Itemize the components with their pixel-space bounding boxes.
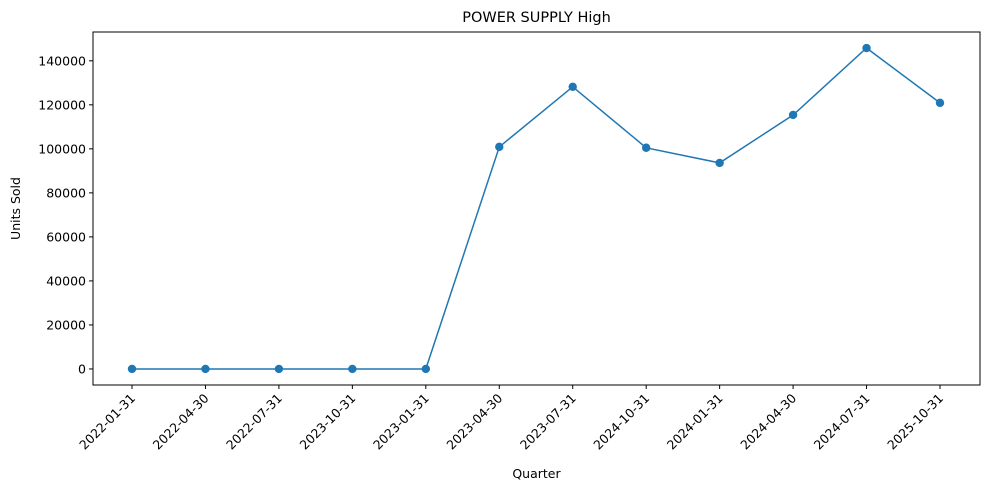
y-axis-ticks: 0 20000 40000 60000 80000 100000 120000 140000 (38, 53, 93, 376)
data-point (715, 158, 724, 168)
x-tick-label: 2022-01-31 (76, 391, 138, 453)
y-tick-label: 120000 (38, 97, 86, 112)
plot-area (93, 32, 980, 385)
x-axis-ticks: 2022-01-31 2022-04-30 2022-07-31 2023-10-31… (76, 385, 946, 452)
x-tick-label: 2023-10-31 (297, 391, 359, 453)
y-tick-label: 20000 (46, 317, 86, 332)
x-tick-label: 2024-10-31 (590, 391, 652, 453)
data-point (862, 43, 871, 53)
x-tick-label: 2024-01-31 (664, 391, 726, 453)
x-axis-label: Quarter (512, 466, 561, 481)
x-tick-label: 2023-01-31 (370, 391, 432, 453)
data-point (641, 143, 651, 152)
x-tick-label: 2023-04-30 (443, 390, 505, 452)
y-tick-label: 60000 (46, 229, 86, 244)
y-tick-label: 100000 (38, 141, 86, 156)
y-tick-label: 0 (78, 361, 86, 376)
y-tick-label: 40000 (46, 273, 86, 288)
series-points (127, 43, 945, 374)
x-tick-label: 2024-07-31 (811, 391, 873, 453)
data-point (201, 364, 210, 374)
x-tick-label: 2023-07-31 (517, 391, 579, 453)
data-point (421, 364, 431, 374)
x-tick-label: 2022-07-31 (223, 391, 285, 453)
series-line (132, 47, 941, 370)
data-point (274, 364, 284, 374)
data-point (127, 364, 137, 374)
data-point (495, 142, 504, 152)
plot-frame (92, 31, 981, 386)
data-point (348, 364, 357, 374)
data-point (568, 82, 577, 91)
chart-title: POWER SUPPLY High (462, 10, 611, 26)
data-point (935, 98, 945, 108)
x-tick-label: 2024-04-30 (737, 390, 799, 452)
x-tick-label: 2022-04-30 (150, 390, 212, 452)
x-tick-label: 2025-10-31 (884, 391, 946, 453)
data-point (788, 110, 798, 120)
y-tick-label: 140000 (38, 53, 86, 68)
y-axis-label: Units Sold (8, 177, 23, 240)
y-tick-label: 80000 (46, 185, 86, 200)
